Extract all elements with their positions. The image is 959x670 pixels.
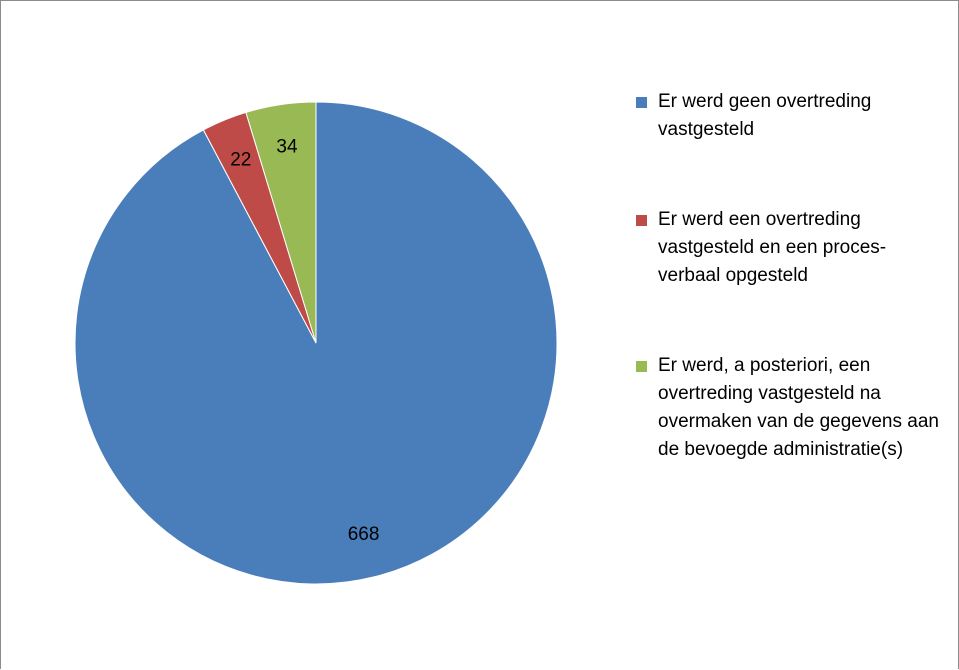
pie-slice bbox=[74, 101, 558, 585]
legend-label: Er werd een overtreding vastgesteld en e… bbox=[658, 209, 887, 286]
data-label: 668 bbox=[348, 524, 380, 545]
legend: Er werd geen overtreding vastgesteld Er w… bbox=[636, 88, 946, 464]
pie-slice bbox=[245, 101, 317, 344]
data-label: 34 bbox=[276, 137, 298, 158]
legend-swatch bbox=[636, 97, 647, 108]
legend-entry: Er werd geen overtreding vastgesteld bbox=[636, 88, 946, 144]
legend-label: Er werd geen overtreding vastgesteld bbox=[658, 91, 872, 140]
data-label: 22 bbox=[230, 149, 251, 170]
legend-swatch bbox=[636, 361, 647, 372]
legend-entry: Er werd een overtreding vastgesteld en e… bbox=[636, 206, 946, 290]
legend-swatch bbox=[636, 215, 647, 226]
legend-entry: Er werd, a posteriori, een overtreding v… bbox=[636, 352, 946, 464]
legend-label: Er werd, a posteriori, een overtreding v… bbox=[658, 355, 939, 460]
